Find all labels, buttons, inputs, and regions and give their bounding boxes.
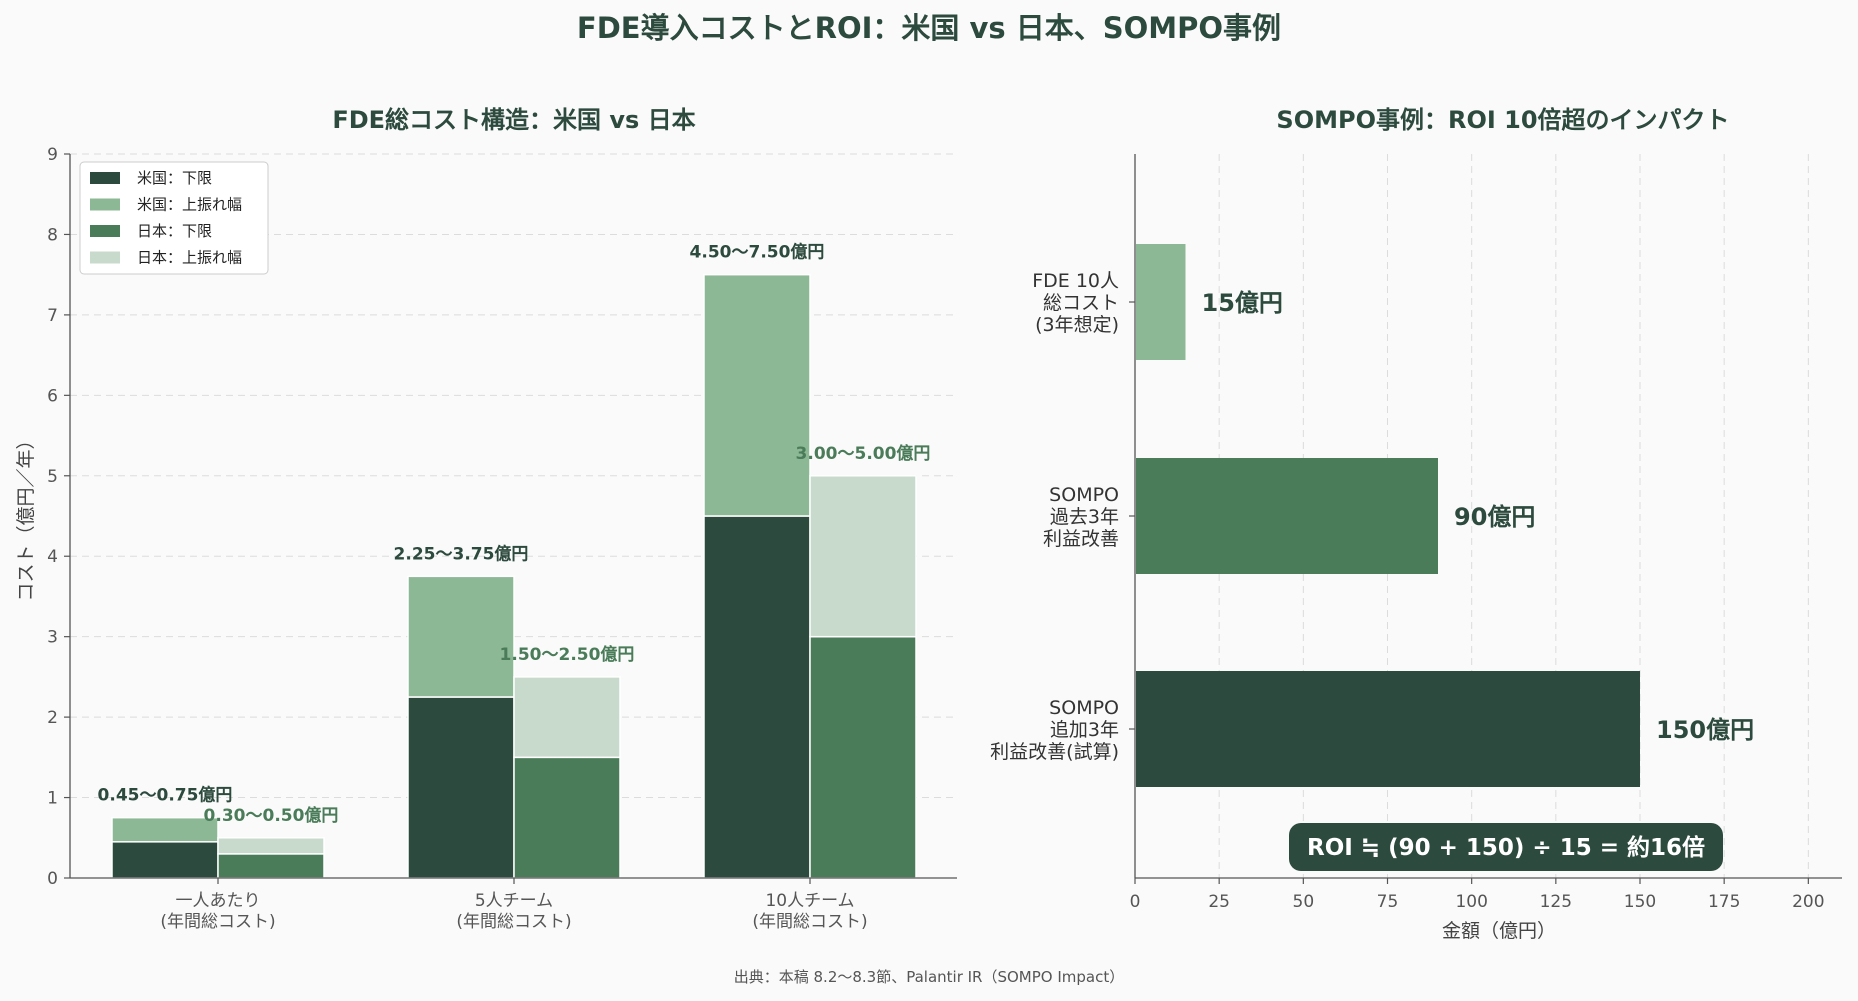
- left-chart-title: FDE総コスト構造：米国 vs 日本: [332, 106, 695, 134]
- legend-frame: [79, 161, 269, 275]
- legend-swatch: [90, 198, 120, 211]
- bar-us-upper: [407, 575, 515, 698]
- roi-annotation: ROI ≒ (90 + 150) ÷ 15 = 約16倍: [1289, 823, 1723, 871]
- bar-jp-base: [217, 853, 325, 879]
- left-y-tick-label: 8: [47, 225, 58, 245]
- range-label-jp: 1.50〜2.50億円: [500, 644, 635, 665]
- left-y-tick-label: 7: [47, 306, 58, 326]
- left-x-tick-label: 一人あたり: [176, 891, 261, 911]
- range-label-jp: 3.00〜5.00億円: [796, 443, 931, 464]
- right-x-tick-label: 125: [1540, 892, 1572, 912]
- left-y-tick-label: 4: [47, 547, 58, 567]
- h-bar-value-label: 150億円: [1656, 716, 1754, 744]
- bar-us-base: [111, 841, 219, 879]
- right-x-axis-label: 金額（億円）: [1442, 920, 1556, 942]
- legend-entry: 米国：下限: [137, 169, 212, 187]
- right-x-tick-label: 25: [1208, 892, 1230, 912]
- legend-swatch: [90, 251, 120, 264]
- right-x-tick-label: 0: [1130, 892, 1141, 912]
- h-bar: [1136, 458, 1438, 574]
- right-x-tick-label: 200: [1792, 892, 1824, 912]
- right-x-tick-label: 75: [1377, 892, 1399, 912]
- left-y-tick-label: 2: [47, 708, 58, 728]
- h-bar-category-label: 総コスト: [1043, 292, 1119, 314]
- h-bar-category-label: SOMPO: [1049, 484, 1119, 506]
- left-y-tick-label: 0: [47, 869, 58, 889]
- h-bar-category-label: 追加3年: [1050, 719, 1119, 741]
- bar-us-base: [407, 696, 515, 879]
- left-y-tick-label: 9: [47, 145, 58, 165]
- h-bar-category-label: 利益改善(試算): [990, 741, 1119, 763]
- right-x-tick-label: 100: [1455, 892, 1487, 912]
- h-bar-value-label: 90億円: [1454, 503, 1535, 531]
- left-x-tick-label: 5人チーム: [475, 891, 553, 911]
- bar-jp-upper: [513, 676, 621, 759]
- cost-structure-chart: FDE総コスト構造：米国 vs 日本 0.45〜0.75億円0.30〜0.50億…: [15, 106, 957, 932]
- left-y-tick-label: 3: [47, 628, 58, 648]
- left-y-tick-label: 5: [47, 467, 58, 487]
- h-bar-category-label: SOMPO: [1049, 697, 1119, 719]
- range-label-jp: 0.30〜0.50億円: [204, 805, 339, 826]
- range-label-us: 0.45〜0.75億円: [98, 785, 233, 806]
- h-bar-category-label: 過去3年: [1050, 506, 1119, 528]
- h-bar-category-label: 利益改善: [1043, 528, 1119, 550]
- h-bar: [1136, 244, 1186, 360]
- h-bar-value-label: 15億円: [1202, 289, 1283, 317]
- roi-annotation-text: ROI ≒ (90 + 150) ÷ 15 = 約16倍: [1307, 834, 1705, 861]
- legend-entry: 日本：上振れ幅: [137, 249, 242, 267]
- left-x-tick-label: 10人チーム: [765, 891, 854, 911]
- bar-jp-base: [513, 756, 621, 879]
- h-bar: [1136, 671, 1640, 787]
- legend-entry: 米国：上振れ幅: [137, 196, 242, 214]
- bar-jp-upper: [809, 475, 917, 638]
- legend-swatch: [90, 172, 120, 184]
- left-y-tick-label: 1: [47, 789, 58, 809]
- h-bar-category-label: FDE 10人: [1032, 270, 1119, 292]
- left-x-tick-label: (年間総コスト): [752, 912, 867, 932]
- left-x-tick-label: (年間総コスト): [456, 912, 571, 932]
- legend-swatch: [90, 225, 120, 237]
- left-y-tick-label: 6: [47, 386, 58, 406]
- roi-annotation-box: [1289, 823, 1723, 871]
- figure-title: FDE導入コストとROI：米国 vs 日本、SOMPO事例: [577, 11, 1281, 45]
- left-x-tick-label: (年間総コスト): [160, 912, 275, 932]
- bar-us-upper: [703, 273, 811, 517]
- right-chart-title: SOMPO事例：ROI 10倍超のインパクト: [1276, 106, 1729, 134]
- legend-entry: 日本：下限: [137, 222, 212, 240]
- left-y-axis-label: コスト（億円／年）: [15, 430, 37, 601]
- sompo-roi-chart: SOMPO事例：ROI 10倍超のインパクト 15億円 90億円 150億円 0 25…: [990, 106, 1842, 942]
- bar-jp-upper: [217, 837, 325, 855]
- bar-us-base: [703, 515, 811, 879]
- right-x-tick-label: 150: [1624, 892, 1656, 912]
- range-label-us: 4.50〜7.50億円: [690, 242, 825, 263]
- right-x-tick-label: 50: [1293, 892, 1315, 912]
- bar-us-upper: [111, 816, 219, 843]
- bar-jp-base: [809, 635, 917, 879]
- range-label-us: 2.25〜3.75億円: [394, 543, 529, 564]
- right-x-tick-label: 175: [1708, 892, 1740, 912]
- h-bar-category-label: (3年想定): [1035, 314, 1119, 336]
- source-note: 出典：本稿 8.2〜8.3節、Palantir IR（SOMPO Impact）: [734, 968, 1125, 986]
